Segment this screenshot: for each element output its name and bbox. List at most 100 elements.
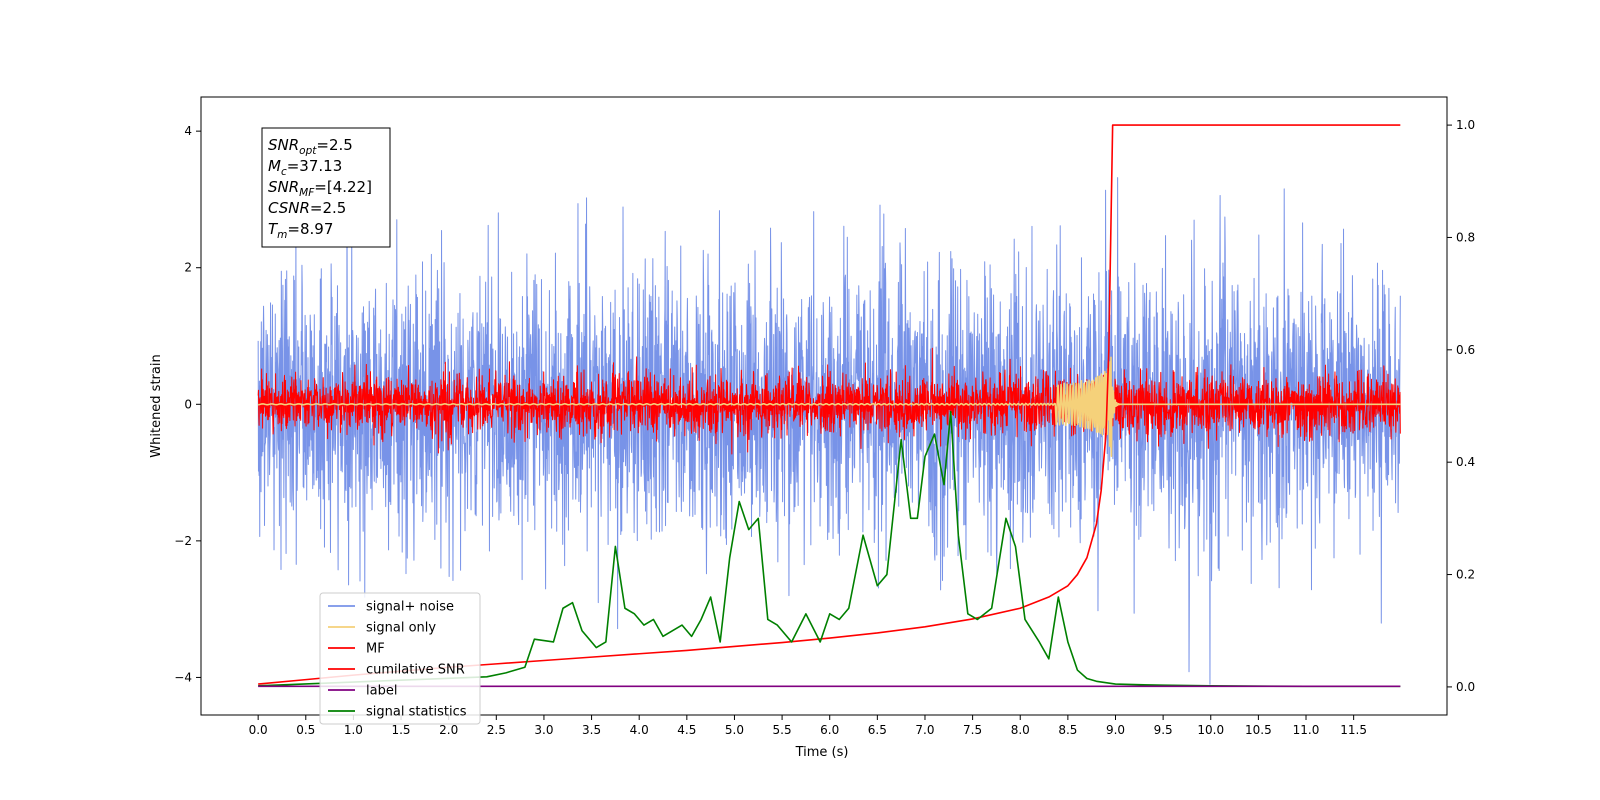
info-sub: c — [281, 166, 287, 178]
x-tick: 10.0 — [1197, 715, 1224, 737]
x-tick-label: 5.0 — [725, 723, 744, 737]
x-tick: 11.0 — [1293, 715, 1320, 737]
info-value: =2.5 — [316, 136, 352, 154]
legend-label: MF — [366, 642, 385, 657]
x-tick-label: 3.5 — [582, 723, 601, 737]
x-tick-label: 1.0 — [344, 723, 363, 737]
x-tick: 5.0 — [725, 715, 744, 737]
y2-tick-label: 0.2 — [1456, 568, 1475, 582]
y-tick-label: 0 — [184, 397, 192, 411]
legend-label: label — [366, 684, 397, 699]
info-sub: opt — [299, 145, 317, 157]
x-tick: 7.5 — [963, 715, 982, 737]
legend-label: signal only — [366, 621, 436, 636]
x-tick-label: 0.5 — [296, 723, 315, 737]
x-tick: 4.5 — [677, 715, 696, 737]
x-tick-label: 2.0 — [439, 723, 458, 737]
x-tick: 5.5 — [773, 715, 792, 737]
legend-item-signal-only: signal only — [328, 621, 436, 636]
x-tick: 11.5 — [1340, 715, 1367, 737]
x-tick-label: 7.5 — [963, 723, 982, 737]
legend-label: cumilative SNR — [366, 663, 465, 678]
info-value: =[4.22] — [314, 178, 372, 196]
series-line-mf — [257, 347, 1401, 455]
series-line-signal-statistics — [258, 410, 1401, 688]
x-tick-label: 4.5 — [677, 723, 696, 737]
legend-item-cumilative-snr: cumilative SNR — [328, 663, 465, 678]
y-tick-label: 4 — [184, 124, 192, 138]
legend-item-label: label — [328, 684, 397, 699]
y2-tick: 0.2 — [1447, 568, 1475, 582]
x-tick: 9.5 — [1154, 715, 1173, 737]
x-tick-label: 0.0 — [249, 723, 268, 737]
info-sub: MF — [299, 187, 315, 199]
x-tick-label: 9.0 — [1106, 723, 1125, 737]
info-line: SNRopt=2.5 — [268, 136, 353, 157]
x-tick: 8.0 — [1011, 715, 1030, 737]
info-base: M — [268, 157, 281, 175]
x-tick-label: 4.0 — [630, 723, 649, 737]
info-value: =2.5 — [310, 199, 346, 217]
x-tick: 8.5 — [1058, 715, 1077, 737]
info-line: Tm=8.97 — [268, 220, 333, 241]
x-tick: 0.5 — [296, 715, 315, 737]
legend: signal+ noise signal only MF cumilative SNR… — [319, 592, 481, 725]
info-base: T — [268, 220, 279, 238]
x-tick: 7.0 — [915, 715, 935, 737]
y-tick: 2 — [184, 261, 201, 275]
info-base: CSNR — [268, 199, 310, 217]
x-tick-label: 2.5 — [487, 723, 506, 737]
x-tick: 3.5 — [582, 715, 601, 737]
x-tick: 6.5 — [868, 715, 887, 737]
x-tick-label: 3.0 — [534, 723, 553, 737]
series-line-signal-noise — [257, 177, 1401, 685]
x-tick-label: 1.5 — [391, 723, 410, 737]
y2-tick: 0.0 — [1447, 680, 1475, 694]
legend-item-signal-statistics: signal statistics — [328, 705, 467, 720]
y-axis-label: Whitened strain — [149, 354, 164, 457]
y2-tick: 1.0 — [1447, 118, 1475, 132]
y-tick: 4 — [184, 124, 201, 138]
x-tick: 3.0 — [534, 715, 553, 737]
info-value: =37.13 — [287, 157, 343, 175]
y-tick: −2 — [174, 534, 201, 548]
x-tick-label: 9.5 — [1154, 723, 1173, 737]
legend-frame — [319, 592, 481, 725]
info-base: SNR — [268, 178, 299, 196]
y-tick-label: −2 — [174, 534, 192, 548]
y2-tick: 0.8 — [1447, 230, 1475, 244]
y-tick-label: −4 — [174, 670, 192, 684]
x-tick-label: 5.5 — [773, 723, 792, 737]
info-box: SNRopt=2.5Mc=37.13SNRMF=[4.22]CSNR=2.5Tm… — [261, 127, 391, 248]
x-tick-label: 8.5 — [1058, 723, 1077, 737]
x-tick-label: 11.5 — [1340, 723, 1367, 737]
x-tick: 2.5 — [487, 715, 506, 737]
info-line: CSNR=2.5 — [268, 199, 346, 217]
legend-item-signal-noise: signal+ noise — [328, 600, 454, 615]
legend-item-mf: MF — [328, 642, 385, 657]
info-box-frame — [261, 127, 391, 248]
y2-tick-label: 0.0 — [1456, 680, 1475, 694]
y-tick: −4 — [174, 670, 201, 684]
y2-tick-label: 1.0 — [1456, 118, 1475, 132]
info-value: =8.97 — [287, 220, 333, 238]
x-tick: 4.0 — [630, 715, 649, 737]
info-line: SNRMF=[4.22] — [268, 178, 372, 199]
info-base: SNR — [268, 136, 299, 154]
x-tick-label: 7.0 — [915, 723, 934, 737]
x-tick-label: 6.5 — [868, 723, 887, 737]
x-tick-label: 11.0 — [1293, 723, 1320, 737]
y2-tick-label: 0.6 — [1456, 343, 1475, 357]
y2-tick-label: 0.8 — [1456, 230, 1475, 244]
x-tick: 10.5 — [1245, 715, 1272, 737]
y-tick: 0 — [184, 397, 201, 411]
x-tick: 6.0 — [820, 715, 839, 737]
legend-label: signal+ noise — [366, 600, 454, 615]
x-tick: 9.0 — [1106, 715, 1125, 737]
y2-tick: 0.4 — [1447, 455, 1475, 469]
x-axis-label: Time (s) — [795, 745, 849, 760]
x-tick-label: 10.5 — [1245, 723, 1272, 737]
info-sub: m — [277, 229, 287, 241]
x-tick-label: 10.0 — [1197, 723, 1224, 737]
